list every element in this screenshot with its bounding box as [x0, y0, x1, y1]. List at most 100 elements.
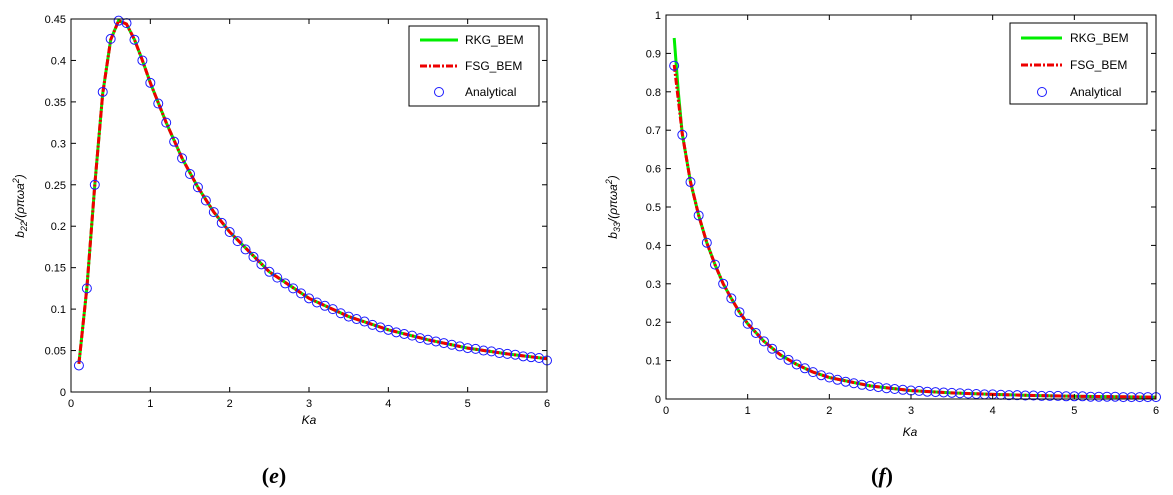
chart-f-analytical-point: [881, 383, 892, 394]
chart-f-analytical-point: [1028, 390, 1039, 401]
chart-f-analytical-point: [865, 380, 876, 391]
chart-f-analytical-point: [889, 384, 900, 395]
chart-f-analytical-point: [701, 237, 712, 248]
chart-e-ylabel-rest: /(ρπωa: [13, 183, 27, 222]
chart-e-xtick-label: 5: [465, 398, 471, 410]
chart-e-analytical-point: [454, 341, 465, 352]
chart-f-analytical-point: [963, 388, 974, 399]
chart-e-analytical-point: [272, 272, 283, 283]
chart-f-analytical-point: [1044, 390, 1055, 401]
chart-f-ytick-label: 0.9: [646, 48, 661, 60]
chart-f-analytical-point: [734, 307, 745, 318]
chart-f: 0 1 2 3 4 5 600.10.20.30.40.50.60.70.80.91 Ka …: [604, 10, 1161, 488]
chart-e-xtick-label: 3: [306, 398, 312, 410]
chart-f-xtick-label: 6: [1153, 405, 1159, 417]
chart-f-legend: RKG_BEM FSG_BEM Analytical: [1009, 22, 1148, 105]
chart-e-fsg-line: [77, 19, 548, 364]
chart-e-analytical-point: [486, 346, 497, 357]
chart-f-ytick-label: 0.3: [646, 279, 661, 291]
chart-f-xtick-label: 2: [826, 405, 832, 417]
chart-f-analytical-point: [1110, 391, 1121, 402]
chart-f-analytical-point: [759, 336, 769, 347]
chart-f-ytick-label: 0.1: [646, 356, 661, 368]
chart-f-ytick-label: 0.7: [646, 125, 661, 137]
chart-e-analytical-point: [169, 136, 180, 147]
chart-e-ylabel: b22/(ρπωa2): [11, 174, 29, 238]
chart-e-ytick-label: 0.25: [45, 180, 66, 192]
chart-f-xlabel: Ka: [903, 425, 918, 439]
chart-e-analytical-point: [137, 55, 148, 66]
chart-f-analytical-point: [955, 388, 965, 399]
chart-e-analytical-point: [423, 334, 433, 345]
chart-e-ytick-label: 0.2: [51, 221, 66, 233]
chart-f-analytical-point: [1053, 390, 1063, 401]
chart-e-xlabel: Ka: [302, 413, 317, 427]
chart-f-ytick-label: 0.6: [646, 164, 661, 176]
chart-e-panel-letter: e: [269, 463, 279, 488]
chart-f-analytical-point: [832, 374, 843, 385]
chart-f-analytical-point: [1142, 392, 1153, 403]
chart-f-ylabel-close: ): [606, 175, 620, 181]
chart-f-analytical-point: [897, 384, 908, 395]
chart-e-xtick-label: 2: [227, 398, 233, 410]
chart-f-analytical-point: [693, 210, 704, 221]
chart-e-analytical-point: [192, 182, 203, 193]
chart-f-analytical-point: [946, 387, 957, 398]
chart-f-analytical-point: [685, 177, 696, 188]
chart-f-xtick-label: 0: [663, 405, 669, 417]
chart-f-analytical-point: [767, 343, 778, 354]
chart-e-legend-analytical-label: Analytical: [465, 85, 516, 99]
chart-f-xtick-label: 4: [990, 405, 996, 417]
chart-f-analytical-point: [1036, 390, 1047, 401]
chart-f-analytical-point: [848, 378, 859, 389]
chart-e-ylabel-sup: 2: [11, 178, 21, 184]
chart-f-ytick-label: 0.8: [646, 87, 661, 99]
chart-e-legend-rkg-label: RKG_BEM: [465, 33, 524, 47]
chart-e-xtick-label: 6: [544, 398, 550, 410]
chart-e-ytick-label: 0.05: [45, 346, 66, 358]
chart-f-analytical-point: [775, 349, 786, 360]
chart-f-analytical-point: [922, 386, 933, 397]
chart-f-legend-analytical-marker: [1037, 87, 1047, 97]
chart-f-legend-fsg-label: FSG_BEM: [1070, 58, 1127, 72]
chart-f-analytical-point: [726, 293, 737, 304]
chart-e-analytical-point: [415, 333, 426, 344]
chart-e-analytical-point: [208, 207, 219, 218]
chart-f-analytical-point: [914, 385, 925, 396]
chart-e-analytical-point: [478, 345, 489, 356]
chart-e-analytical-point: [304, 293, 314, 304]
chart-f-ylabel-sub: 33: [612, 222, 622, 232]
chart-f-analytical-point: [791, 359, 802, 370]
chart-e-analytical-point: [470, 343, 481, 354]
chart-e-analytical-point: [145, 77, 156, 88]
chart-e-analytical-point: [288, 283, 299, 294]
chart-f-ticks: 0 1 2 3 4 5 6 0 0.1 0.2 0.3 0.4 0.5 0.6 0.7 0.8 0.9 1: [646, 10, 1159, 417]
chart-e-ytick-label: 0.45: [45, 14, 66, 26]
chart-e-ylabel-sub: 22: [19, 221, 29, 232]
chart-e-analytical-point: [391, 327, 402, 338]
chart-e-analytical-point: [248, 251, 259, 262]
chart-e-xtick-label: 0: [68, 398, 74, 410]
chart-e-analytical-point: [280, 278, 291, 289]
chart-f-xtick-label: 5: [1071, 405, 1077, 417]
chart-e-xtick-label: 1: [147, 398, 153, 410]
chart-e-analytical-point: [161, 117, 172, 128]
chart-f-analytical-point: [857, 379, 867, 390]
chart-f-ylabel: b33/(ρπωa2): [604, 175, 622, 239]
chart-e-analytical-point: [224, 227, 235, 238]
chart-e-analytical-point: [89, 179, 100, 190]
chart-f-analytical-point: [930, 387, 941, 398]
chart-e-analytical-point: [438, 338, 449, 349]
chart-f-xtick-label: 1: [745, 405, 751, 417]
chart-e-ytick-label: 0.1: [51, 304, 66, 316]
chart-e-xtick-label: 4: [385, 398, 391, 410]
chart-e-analytical-point: [97, 86, 108, 97]
chart-f-analytical-point: [938, 387, 949, 398]
chart-f-panel-label: (f): [871, 463, 893, 488]
chart-e-series: [73, 15, 552, 371]
chart-e-analytical-point: [129, 34, 140, 45]
chart-f-analytical-point: [783, 354, 794, 365]
chart-f-analytical-point: [750, 327, 761, 338]
